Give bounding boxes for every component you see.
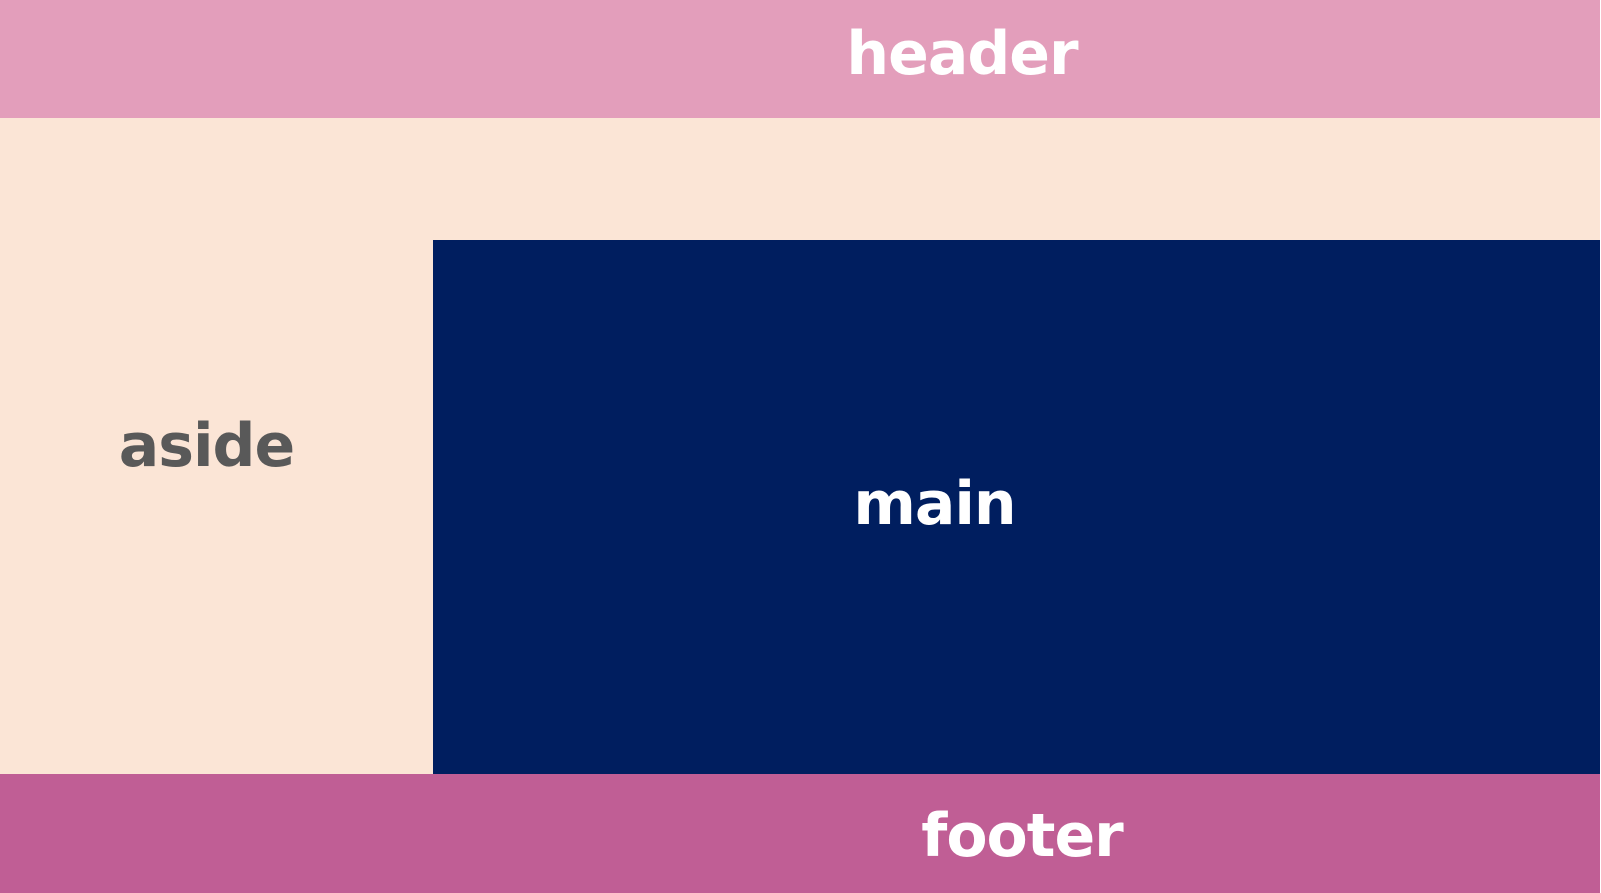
aside-label: aside — [118, 411, 295, 481]
aside-label-container: aside — [0, 118, 433, 774]
header-label: header — [846, 19, 1078, 89]
main-region: main — [433, 240, 1600, 774]
footer-label: footer — [921, 800, 1124, 871]
footer-region: footer — [0, 774, 1600, 893]
main-label: main — [853, 469, 1016, 539]
header-region: header — [0, 0, 1600, 118]
